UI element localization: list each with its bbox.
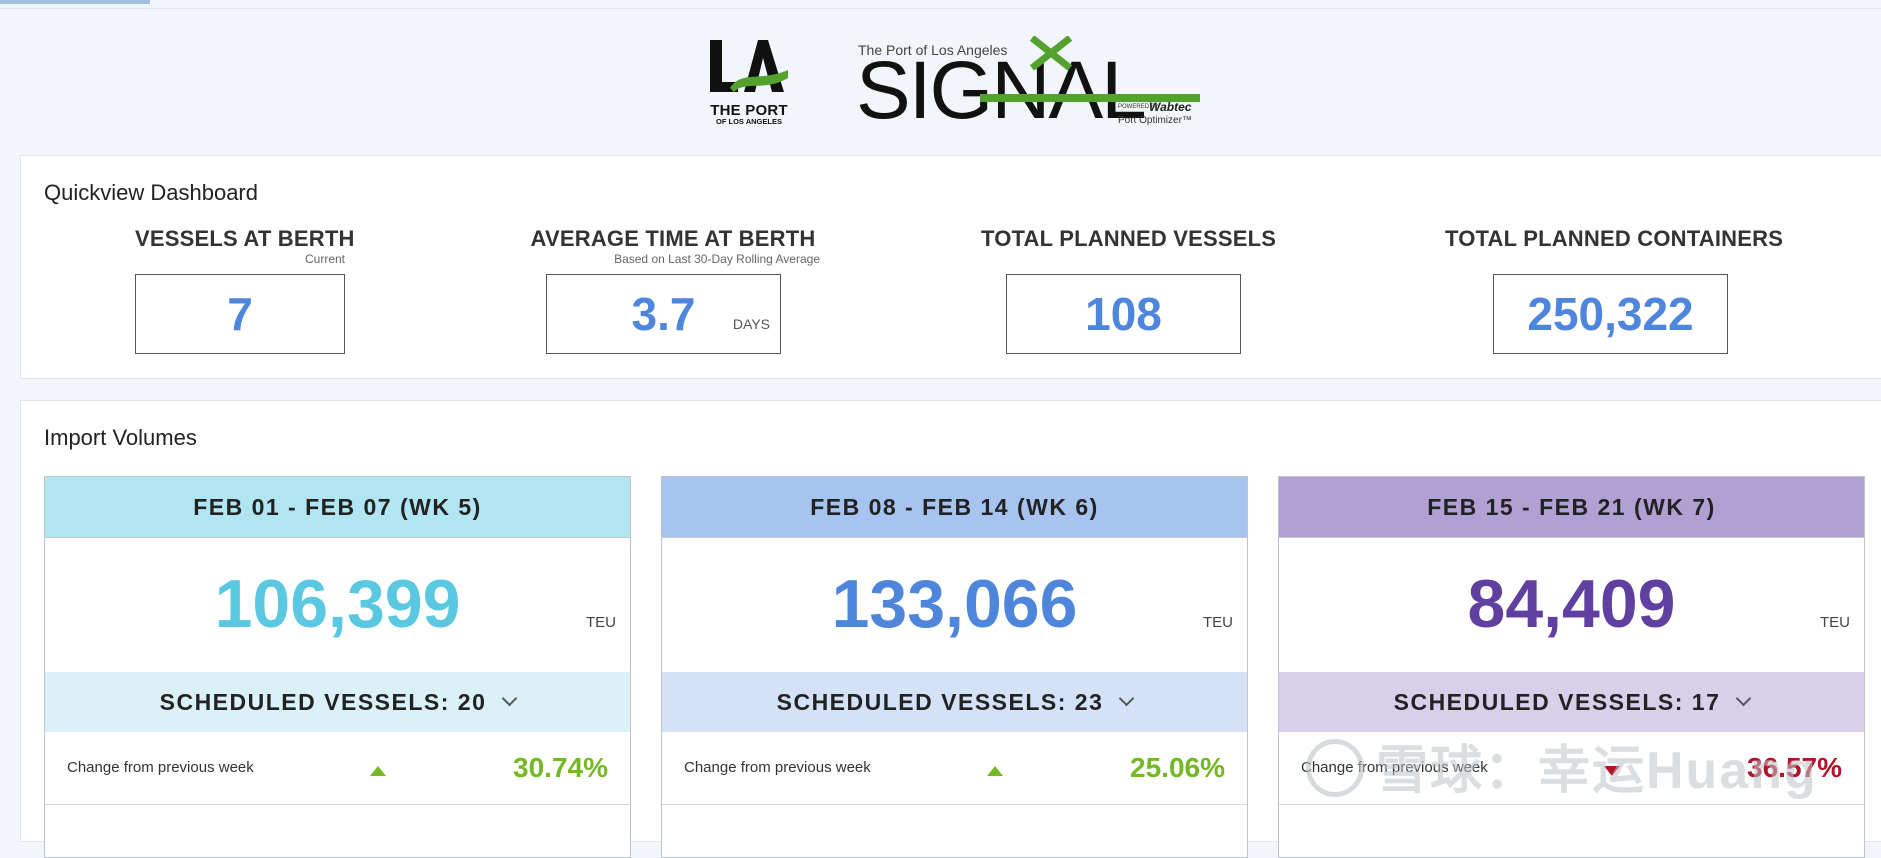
la-logo-line2: OF LOS ANGELES [716, 117, 782, 126]
week-range-header: FEB 01 - FEB 07 (WK 5) [45, 477, 630, 538]
quickview-title: Quickview Dashboard [44, 180, 258, 205]
week-volume-value: 133,066 [831, 566, 1078, 642]
metric-value-box: 108 [1006, 274, 1241, 354]
metric-value: 250,322 [1527, 288, 1694, 340]
arrow-down-icon [1604, 766, 1620, 776]
snowball-logo-icon [1306, 739, 1364, 798]
chevron-down-icon[interactable] [1119, 690, 1135, 707]
import-volumes-panel: Import Volumes FEB 01 - FEB 07 (WK 5) 10… [20, 400, 1881, 858]
change-label: Change from previous week [67, 759, 254, 776]
signal-wordmark: SIGNAL [856, 45, 1147, 136]
arrow-up-icon [370, 766, 386, 776]
signal-logo: The Port of Los Angeles SIGNAL POWERED B… [856, 36, 1203, 136]
metric-average-time-at-berth: AVERAGE TIME AT BERTH Based on Last 30-D… [526, 226, 820, 266]
metric-value-box: 3.7 DAYS [546, 274, 781, 354]
metric-value: 3.7 [631, 288, 696, 340]
signal-green-bar [980, 94, 1200, 102]
signal-brand: Wabtec [1149, 100, 1192, 114]
scheduled-vessels-label: SCHEDULED VESSELS: 17 [1393, 689, 1721, 715]
week-change-row: Change from previous week 30.74% [45, 732, 630, 805]
metric-unit: DAYS [732, 316, 770, 332]
import-volumes-title: Import Volumes [44, 425, 197, 450]
metric-value-box: 250,322 [1493, 274, 1728, 354]
week-change-row: Change from previous week 36.57% [1279, 732, 1864, 805]
metric-label: TOTAL PLANNED CONTAINERS [1445, 226, 1784, 251]
scheduled-vessels-label: SCHEDULED VESSELS: 20 [159, 689, 487, 715]
week-volume-value: 106,399 [214, 566, 461, 642]
chevron-down-icon[interactable] [502, 690, 518, 707]
metric-label: VESSELS AT BERTH [135, 226, 355, 251]
week-range-header: FEB 15 - FEB 21 (WK 7) [1279, 477, 1864, 538]
metric-label: TOTAL PLANNED VESSELS [981, 226, 1277, 251]
change-value: 30.74% [513, 752, 608, 783]
scheduled-vessels-label: SCHEDULED VESSELS: 23 [776, 689, 1104, 715]
signal-tagline: The Port of Los Angeles [858, 42, 1008, 58]
week-volume-unit: TEU [1820, 614, 1850, 631]
week-card: FEB 08 - FEB 14 (WK 6) 133,066 TEU SCHED… [661, 476, 1248, 858]
metric-value-box: 7 [135, 274, 345, 354]
arrow-up-icon [987, 766, 1003, 776]
change-value: 25.06% [1130, 752, 1225, 783]
scheduled-vessels-toggle[interactable]: SCHEDULED VESSELS: 23 [662, 672, 1247, 732]
week-range-header: FEB 08 - FEB 14 (WK 6) [662, 477, 1247, 538]
signal-product: Port Optimizer™ [1118, 115, 1192, 126]
chevron-down-icon[interactable] [1736, 690, 1752, 707]
watermark-text: 雪球：幸运Huang [1376, 742, 1818, 800]
watermark: 雪球：幸运Huang [1306, 728, 1818, 803]
port-of-la-logo: THE PORT OF LOS ANGELES [708, 36, 790, 128]
la-logo-line1: THE PORT [710, 102, 788, 119]
metric-sub: Based on Last 30-Day Rolling Average [614, 252, 820, 266]
metric-total-planned-containers: TOTAL PLANNED CONTAINERS [1445, 226, 1784, 252]
week-volume-unit: TEU [1203, 614, 1233, 631]
quickview-panel: Quickview Dashboard VESSELS AT BERTH Cur… [20, 155, 1881, 379]
metric-total-planned-vessels: TOTAL PLANNED VESSELS [981, 226, 1277, 252]
week-volume-row: 133,066 TEU [662, 538, 1247, 672]
crane-x-icon [1029, 36, 1073, 70]
metric-sub: Current [304, 252, 345, 266]
week-volume-value: 84,409 [1467, 566, 1676, 642]
week-volume-unit: TEU [586, 614, 616, 631]
la-mark-icon [710, 40, 788, 92]
metric-label: AVERAGE TIME AT BERTH [530, 226, 816, 251]
top-accent-bar [0, 0, 150, 4]
week-change-row: Change from previous week 25.06% [662, 732, 1247, 805]
metric-value: 108 [1085, 288, 1162, 340]
metric-vessels-at-berth: VESSELS AT BERTH Current [135, 226, 355, 266]
metric-value: 7 [227, 288, 253, 340]
change-value: 36.57% [1747, 752, 1842, 783]
scheduled-vessels-toggle[interactable]: SCHEDULED VESSELS: 17 [1279, 672, 1864, 732]
change-label: Change from previous week [684, 759, 871, 776]
top-divider [0, 8, 1881, 9]
week-volume-row: 84,409 TEU [1279, 538, 1864, 672]
signal-powered-by: POWERED BY [1118, 104, 1159, 110]
week-volume-row: 106,399 TEU [45, 538, 630, 672]
week-card: FEB 15 - FEB 21 (WK 7) 84,409 TEU SCHEDU… [1278, 476, 1865, 858]
week-card: FEB 01 - FEB 07 (WK 5) 106,399 TEU SCHED… [44, 476, 631, 858]
scheduled-vessels-toggle[interactable]: SCHEDULED VESSELS: 20 [45, 672, 630, 732]
